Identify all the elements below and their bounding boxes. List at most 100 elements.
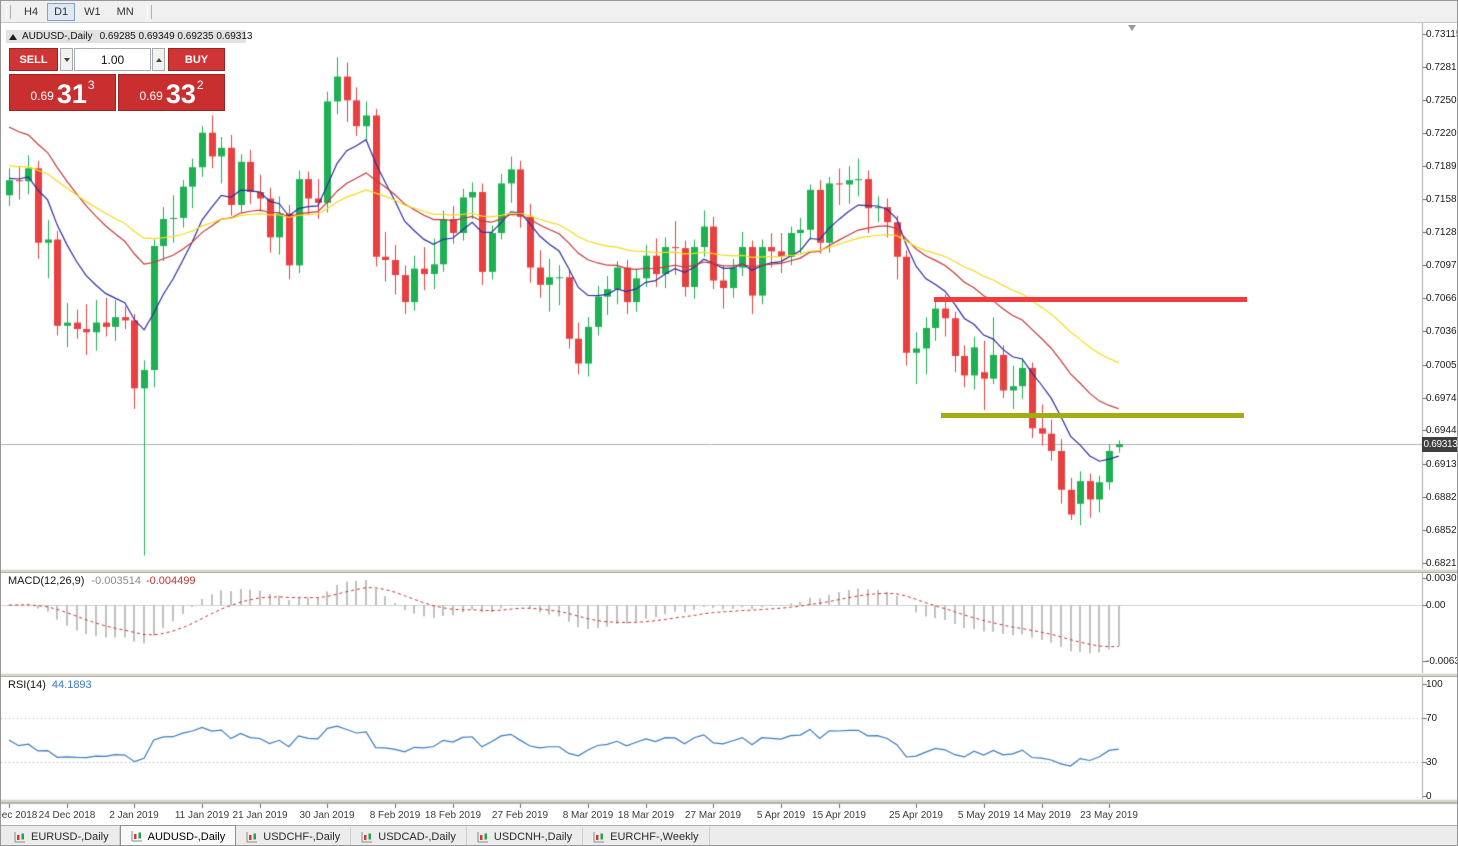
rsi-value: 44.1893 (51, 679, 92, 691)
chart-tabs-bar: EURUSD-,Daily AUDUSD-,Daily USDCHF-,Daily U… (1, 825, 1457, 845)
date-axis-label: 5 May 2019 (957, 810, 1011, 821)
tab-label: USDCHF-,Daily (263, 831, 341, 843)
buy-price-prefix: 0.69 (139, 89, 163, 103)
spin-down-icon (63, 57, 70, 62)
date-axis-label: 18 Feb 2019 (424, 810, 482, 821)
macd-main-value: -0.003514 (91, 575, 141, 587)
date-axis-label: 18 Mar 2019 (617, 810, 675, 821)
price-axis-label: 0.73115 (1426, 29, 1458, 40)
macd-axis-label: 0.003035 (1426, 572, 1457, 584)
date-axis-label: 25 Apr 2019 (889, 810, 943, 821)
timeframe-mn-button[interactable]: MN (110, 3, 141, 21)
toolbar-grip[interactable] (6, 4, 11, 19)
tab-label: EURUSD-,Daily (31, 831, 109, 843)
panel-splitter[interactable] (1, 569, 1457, 573)
price-axis-label: 0.71585 (1426, 194, 1457, 206)
one-click-collapse-icon[interactable] (9, 33, 17, 40)
tab-usdcad-daily[interactable]: USDCAD-,Daily (351, 827, 467, 845)
rsi-label: RSI(14) 44.1893 (8, 679, 92, 691)
date-axis-label: 27 Feb 2019 (491, 810, 549, 821)
candlestick-chart-icon (14, 831, 26, 843)
date-axis-label: 15 Apr 2019 (812, 810, 866, 821)
tab-label: AUDUSD-,Daily (147, 830, 226, 843)
macd-axis-label: 0.00 (1426, 600, 1446, 611)
chart-symbol-label: AUDUSD-,Daily (22, 31, 93, 42)
macd-signal-value: -0.004499 (145, 575, 196, 587)
macd-label: MACD(12,26,9) -0.003514 -0.004499 (8, 575, 196, 587)
chart-shift-marker-icon[interactable] (1128, 25, 1136, 31)
panel-splitter[interactable] (1, 799, 1457, 803)
rsi-axis-label: 100 (1426, 679, 1443, 690)
price-axis-label: 0.72505 (1426, 94, 1457, 106)
candlestick-chart-icon (246, 831, 258, 843)
volume-increase-button[interactable] (152, 48, 165, 71)
timeframe-buttons: H4 D1 W1 MN (16, 2, 142, 21)
date-axis-label: 5 Apr 2019 (756, 810, 806, 821)
date-axis-label: 8 Feb 2019 (369, 810, 421, 821)
volume-decrease-button[interactable] (60, 48, 73, 71)
current-price-badge: 0.69313 (1422, 437, 1458, 452)
date-axis-label: 27 Mar 2019 (684, 810, 742, 821)
rsi-axis-label: 30 (1426, 757, 1438, 769)
rsi-axis-label: 0 (1426, 791, 1432, 802)
buy-price-display[interactable]: 0.69 33 2 (118, 74, 225, 111)
tab-usdchf-daily[interactable]: USDCHF-,Daily (236, 827, 352, 845)
tab-label: USDCAD-,Daily (378, 831, 456, 843)
macd-name: MACD(12,26,9) (8, 575, 85, 587)
support-line[interactable] (941, 413, 1244, 418)
rsi-axis-label: 70 (1426, 712, 1438, 724)
date-axis-label: 2 Jan 2019 (109, 810, 159, 821)
sell-price-prefix: 0.69 (30, 89, 54, 103)
rsi-name: RSI(14) (8, 679, 46, 691)
price-axis-label: 0.68825 (1426, 491, 1457, 503)
sell-price-display[interactable]: 0.69 31 3 (9, 74, 116, 111)
toolbar-grip[interactable] (146, 4, 152, 19)
panel-splitter[interactable] (1, 673, 1457, 677)
candlestick-chart-icon (477, 831, 489, 843)
candlestick-chart-icon (593, 831, 605, 843)
volume-input[interactable] (74, 48, 151, 71)
date-axis-label: 24 Dec 2018 (38, 810, 96, 821)
buy-button[interactable]: BUY (168, 48, 225, 71)
price-axis-label: 0.69745 (1426, 392, 1457, 404)
tab-eurusd-daily[interactable]: EURUSD-,Daily (4, 827, 120, 845)
tab-label: USDCNH-,Daily (493, 831, 573, 843)
sell-price-fraction: 3 (87, 78, 95, 92)
tab-audusd-daily[interactable]: AUDUSD-,Daily (119, 825, 237, 845)
date-axis-label: 21 Jan 2019 (232, 810, 288, 821)
chart-canvas[interactable] (1, 23, 1457, 825)
price-axis-label: 0.70665 (1426, 293, 1457, 305)
tab-usdcnh-daily[interactable]: USDCNH-,Daily (467, 827, 584, 845)
tab-eurchf-weekly[interactable]: EURCHF-,Weekly (583, 827, 710, 845)
resistance-line[interactable] (934, 297, 1247, 302)
macd-axis-label: -0.006315 (1426, 656, 1457, 668)
candlestick-chart-icon (361, 831, 373, 843)
timeframe-h4-button[interactable]: H4 (17, 3, 45, 21)
sell-button[interactable]: SELL (9, 48, 58, 71)
spin-up-icon (155, 57, 162, 62)
date-axis-label: 14 Dec 2018 (1, 810, 38, 821)
date-axis-label: 23 May 2019 (1080, 810, 1138, 821)
chart-ohlc-values: 0.69285 0.69349 0.69235 0.69313 (99, 31, 253, 42)
timeframe-toolbar: H4 D1 W1 MN (1, 1, 1457, 23)
date-axis-label: 11 Jan 2019 (174, 810, 230, 821)
buy-price-fraction: 2 (196, 78, 204, 92)
date-axis-label: 8 Mar 2019 (562, 810, 614, 821)
chart-workspace: AUDUSD-,Daily 0.69285 0.69349 0.69235 0.… (1, 23, 1458, 825)
sell-price-pips: 31 (56, 79, 87, 109)
timeframe-d1-button[interactable]: D1 (47, 3, 76, 21)
candlestick-chart-icon (131, 831, 143, 842)
timeframe-w1-button[interactable]: W1 (77, 3, 108, 21)
date-axis-label: 14 May 2019 (1013, 810, 1071, 821)
